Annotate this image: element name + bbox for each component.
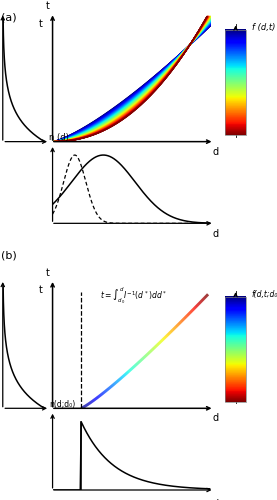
Bar [225,297,246,402]
Text: (b): (b) [1,251,17,261]
Text: p(t;d₀): p(t;d₀) [14,418,38,428]
Text: t: t [46,1,50,11]
Text: p (t): p (t) [17,152,35,161]
Text: t: t [46,268,50,278]
Bar [225,30,246,136]
Text: $t = \int_{d_0}^{d} I^{-1}(d^*)dd^*$: $t = \int_{d_0}^{d} I^{-1}(d^*)dd^*$ [100,286,167,306]
Text: t: t [39,286,43,296]
Text: t: t [39,19,43,29]
Text: f (d,t): f (d,t) [252,23,275,32]
Text: (a): (a) [1,12,17,22]
Text: f(d,t;d₀): f(d,t;d₀) [252,290,277,299]
Text: d: d [213,229,219,239]
Text: n (d): n (d) [49,133,69,142]
Text: n(d;d₀): n(d;d₀) [49,400,76,408]
Text: d: d [213,146,219,156]
Text: d: d [213,414,219,424]
